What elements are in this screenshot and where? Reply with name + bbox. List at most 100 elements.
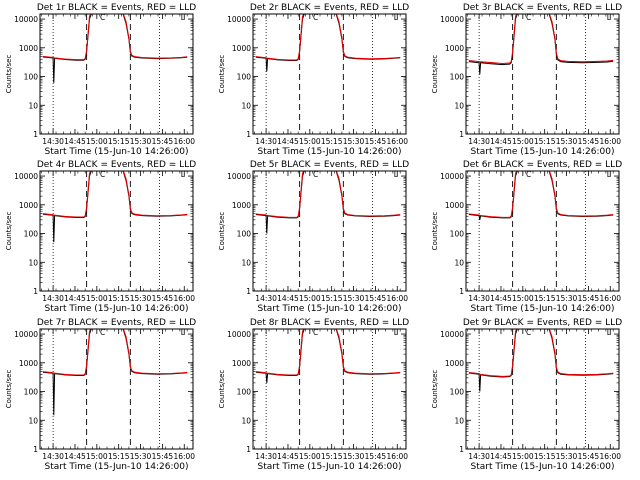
y-tick-label: 10 <box>28 416 38 425</box>
y-axis-label: Counts/sec <box>431 370 439 409</box>
x-tick-label: 14:30 <box>255 294 277 303</box>
x-tick-label: 16:00 <box>173 137 195 146</box>
panel-title: Det 2r BLACK = Events, RED = LLD <box>250 3 409 13</box>
plot-frame <box>465 170 620 292</box>
plot-panel-9: Det 9r BLACK = Events, RED = LLD 1 10 100 10… <box>431 318 622 472</box>
x-tick-label: 15:45 <box>152 294 174 303</box>
y-tick-label: 100 <box>237 388 252 397</box>
y-tick-label: 10000 <box>227 172 251 181</box>
panel-title: Det 7r BLACK = Events, RED = LLD <box>37 318 196 328</box>
y-tick-label: 1000 <box>19 359 38 368</box>
y-tick-label: 10 <box>454 258 464 267</box>
saa-marker-label: L <box>394 170 399 179</box>
saa-marker-label: L <box>181 13 186 22</box>
x-tick-label: 16:00 <box>173 294 195 303</box>
y-axis-label: Counts/sec <box>218 212 226 251</box>
plot-frame <box>39 328 194 450</box>
x-tick-label: 15:30 <box>556 294 578 303</box>
panel-title: Det 4r BLACK = Events, RED = LLD <box>37 160 196 170</box>
y-tick-label: 100 <box>450 73 465 82</box>
x-axis-label: Start Time (15-Jun-10 14:26:00) <box>258 147 402 157</box>
x-tick-label: 14:30 <box>42 452 64 461</box>
x-tick-label: 15:15 <box>108 137 130 146</box>
y-tick-label: 100 <box>24 73 39 82</box>
y-axis-label: Counts/sec <box>5 55 13 94</box>
saa-marker-label: C <box>100 13 105 22</box>
x-tick-label: 15:45 <box>578 452 600 461</box>
series-line-events <box>255 14 401 72</box>
y-tick-label: 1 <box>33 445 38 454</box>
saa-marker-label: C <box>313 170 318 179</box>
y-axis-label: Counts/sec <box>431 55 439 94</box>
series-group <box>42 329 188 416</box>
series-group <box>42 171 188 243</box>
x-axis-label: Start Time (15-Jun-10 14:26:00) <box>471 462 615 472</box>
series-group <box>468 14 614 75</box>
x-tick-label: 15:45 <box>365 137 387 146</box>
y-tick-label: 1000 <box>232 201 251 210</box>
series-line-events <box>468 329 614 392</box>
x-tick-label: 15:30 <box>343 137 365 146</box>
x-tick-label: 14:30 <box>468 452 490 461</box>
series-line-events <box>42 14 188 83</box>
series-group <box>468 171 614 220</box>
y-tick-label: 1 <box>459 445 464 454</box>
x-tick-label: 15:00 <box>86 294 108 303</box>
y-tick-label: 10000 <box>440 15 464 24</box>
y-tick-label: 1 <box>33 287 38 296</box>
y-tick-label: 10 <box>454 416 464 425</box>
panel-title: Det 5r BLACK = Events, RED = LLD <box>250 160 409 170</box>
y-axis-label: Counts/sec <box>5 212 13 251</box>
saa-marker-label: L <box>181 328 186 337</box>
x-tick-label: 15:45 <box>365 294 387 303</box>
saa-marker-label: C <box>100 170 105 179</box>
y-tick-label: 100 <box>450 230 465 239</box>
series-line-lld <box>468 329 614 377</box>
x-tick-label: 15:00 <box>299 294 321 303</box>
y-tick-label: 1000 <box>232 359 251 368</box>
x-tick-label: 16:00 <box>173 452 195 461</box>
x-tick-label: 15:30 <box>130 452 152 461</box>
x-tick-label: 14:30 <box>468 294 490 303</box>
plot-panel-5: Det 5r BLACK = Events, RED = LLD 1 10 100 10… <box>218 160 409 314</box>
y-tick-label: 10 <box>241 101 251 110</box>
saa-marker-label: L <box>394 328 399 337</box>
x-axis-label: Start Time (15-Jun-10 14:26:00) <box>258 304 402 314</box>
y-tick-label: 10 <box>241 258 251 267</box>
plot-panel-2: Det 2r BLACK = Events, RED = LLD 1 10 100 10… <box>218 3 409 157</box>
panel-title: Det 8r BLACK = Events, RED = LLD <box>250 318 409 328</box>
x-tick-label: 15:15 <box>321 137 343 146</box>
x-tick-label: 14:45 <box>64 452 86 461</box>
y-tick-label: 10 <box>454 101 464 110</box>
x-tick-label: 15:30 <box>130 137 152 146</box>
series-group <box>255 329 401 383</box>
x-tick-label: 14:30 <box>468 137 490 146</box>
y-tick-label: 10 <box>28 101 38 110</box>
x-axis-label: Start Time (15-Jun-10 14:26:00) <box>45 462 189 472</box>
x-tick-label: 14:45 <box>490 294 512 303</box>
plot-panel-6: Det 6r BLACK = Events, RED = LLD 1 10 100 10… <box>431 160 622 314</box>
x-axis-label: Start Time (15-Jun-10 14:26:00) <box>471 147 615 157</box>
y-tick-label: 100 <box>24 388 39 397</box>
series-line-lld <box>42 14 188 61</box>
series-line-events <box>255 171 401 234</box>
x-tick-label: 15:00 <box>299 137 321 146</box>
x-tick-label: 15:00 <box>512 452 534 461</box>
plot-frame <box>39 170 194 292</box>
y-tick-label: 1000 <box>445 201 464 210</box>
saa-marker-label: L <box>394 13 399 22</box>
plot-panel-4: Det 4r BLACK = Events, RED = LLD 1 10 100 10… <box>5 160 196 314</box>
plot-frame <box>39 13 194 135</box>
series-line-lld <box>255 329 401 376</box>
plot-panel-3: Det 3r BLACK = Events, RED = LLD 1 10 100 10… <box>431 3 622 157</box>
x-tick-label: 15:15 <box>108 452 130 461</box>
x-tick-label: 16:00 <box>386 294 408 303</box>
x-axis-label: Start Time (15-Jun-10 14:26:00) <box>471 304 615 314</box>
y-axis-label: Counts/sec <box>218 55 226 94</box>
y-tick-label: 1 <box>246 287 251 296</box>
x-tick-label: 14:45 <box>490 452 512 461</box>
saa-marker-label: C <box>526 328 531 337</box>
x-tick-label: 14:45 <box>277 137 299 146</box>
x-tick-label: 14:45 <box>277 452 299 461</box>
